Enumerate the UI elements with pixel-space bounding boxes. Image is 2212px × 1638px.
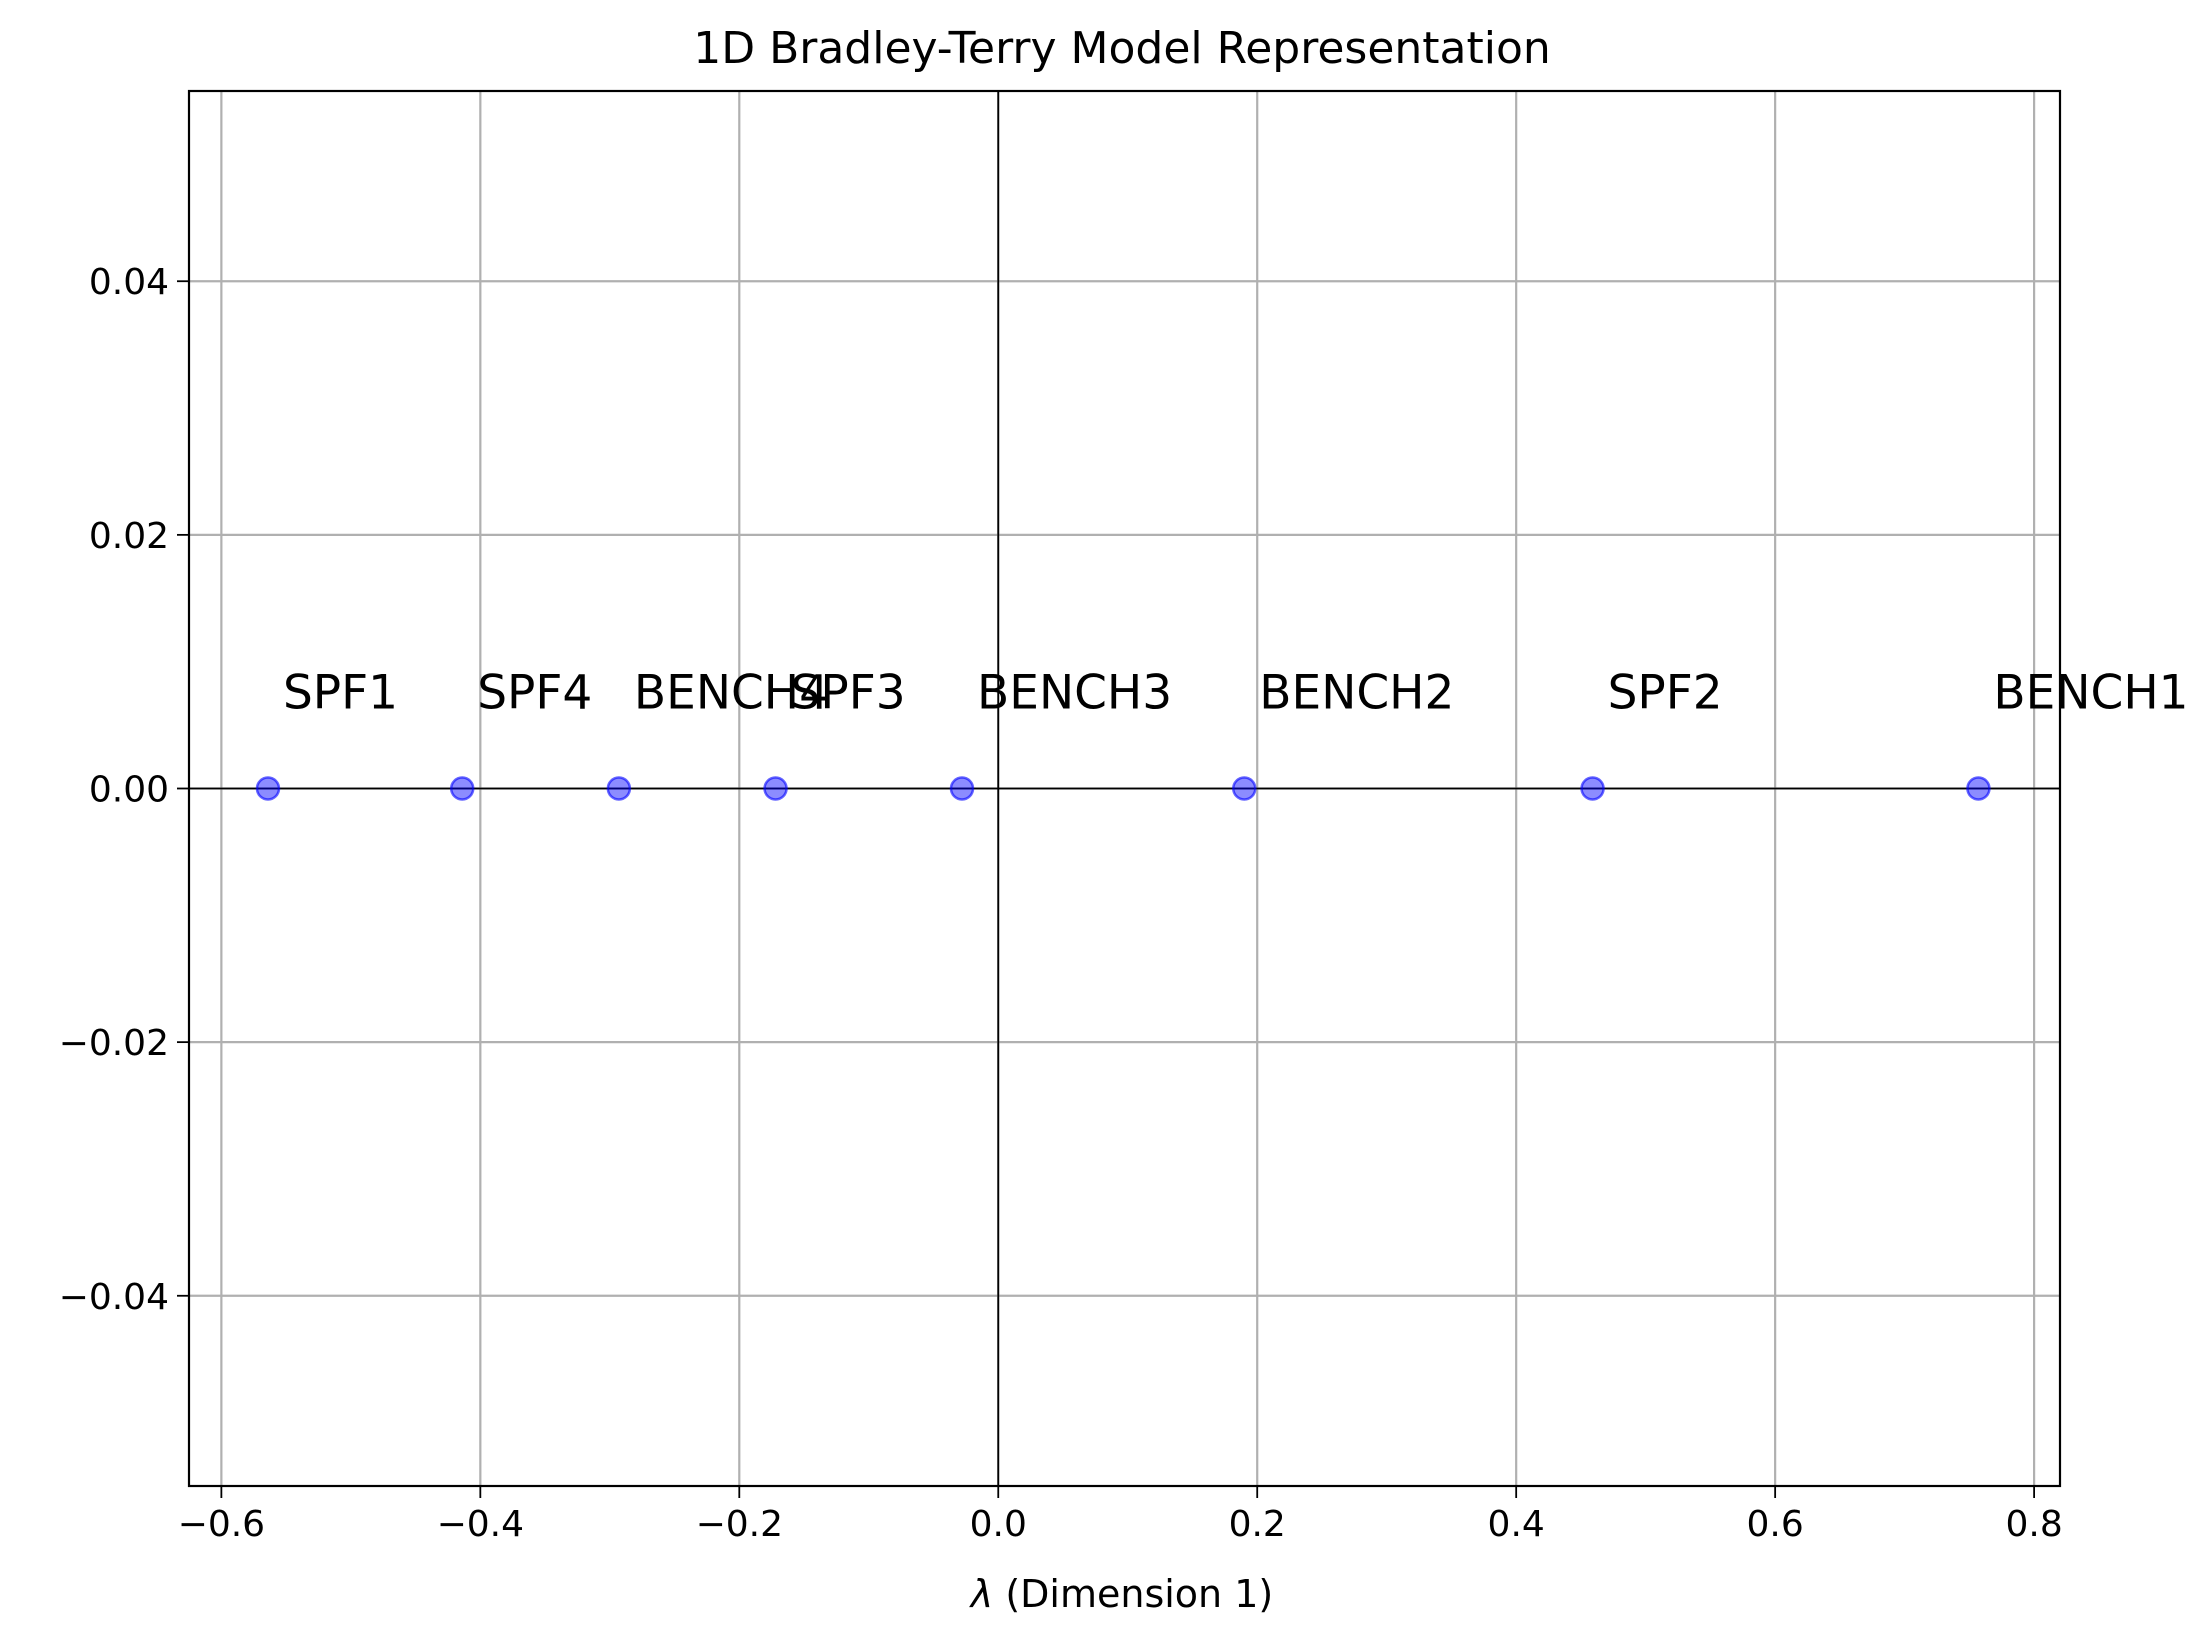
x-tick-label: −0.2 bbox=[696, 1504, 783, 1545]
y-tick-label: 0.04 bbox=[89, 262, 169, 303]
data-point bbox=[1966, 776, 1991, 801]
x-tick-label: −0.6 bbox=[178, 1504, 265, 1545]
data-point bbox=[606, 776, 632, 801]
x-tick-label: 0.6 bbox=[1747, 1504, 1804, 1545]
data-point bbox=[1580, 776, 1605, 801]
data-point bbox=[1232, 776, 1257, 801]
points-layer bbox=[255, 776, 1991, 801]
reference-lines bbox=[189, 91, 2060, 1486]
point-label: BENCH1 bbox=[1993, 665, 2188, 720]
y-tick-label: 0.00 bbox=[89, 770, 169, 811]
y-axis-ticks: 0.04 0.02 0.00 −0.02 −0.04 bbox=[59, 262, 189, 1318]
x-tick-label: 0.8 bbox=[2005, 1504, 2062, 1545]
point-label: BENCH2 bbox=[1259, 665, 1454, 720]
data-point bbox=[255, 776, 281, 801]
x-tick-label: 0.2 bbox=[1229, 1504, 1286, 1545]
x-tick-label: 0.0 bbox=[970, 1504, 1027, 1545]
point-label: SPF3 bbox=[791, 665, 906, 720]
x-tick-label: −0.4 bbox=[437, 1504, 524, 1545]
point-label: SPF4 bbox=[477, 665, 592, 720]
x-axis-label-text: (Dimension 1) bbox=[993, 1572, 1273, 1616]
y-tick-label: −0.02 bbox=[59, 1023, 169, 1064]
data-point bbox=[949, 776, 975, 801]
x-axis-label: λ (Dimension 1) bbox=[969, 1572, 1273, 1616]
chart-title: 1D Bradley-Terry Model Representation bbox=[693, 23, 1551, 74]
point-label: SPF2 bbox=[1608, 665, 1723, 720]
point-label: BENCH4 bbox=[634, 665, 829, 720]
data-point bbox=[763, 776, 788, 801]
y-tick-label: −0.04 bbox=[59, 1277, 169, 1318]
x-axis-label-symbol: λ bbox=[969, 1572, 994, 1616]
point-label: SPF1 bbox=[283, 665, 398, 720]
y-tick-label: 0.02 bbox=[89, 516, 169, 557]
point-label: BENCH3 bbox=[977, 665, 1172, 720]
x-tick-label: 0.4 bbox=[1488, 1504, 1545, 1545]
data-point bbox=[449, 776, 475, 801]
x-axis-ticks: −0.6 −0.4 −0.2 0.0 0.2 0.4 0.6 0.8 bbox=[178, 1486, 2063, 1545]
